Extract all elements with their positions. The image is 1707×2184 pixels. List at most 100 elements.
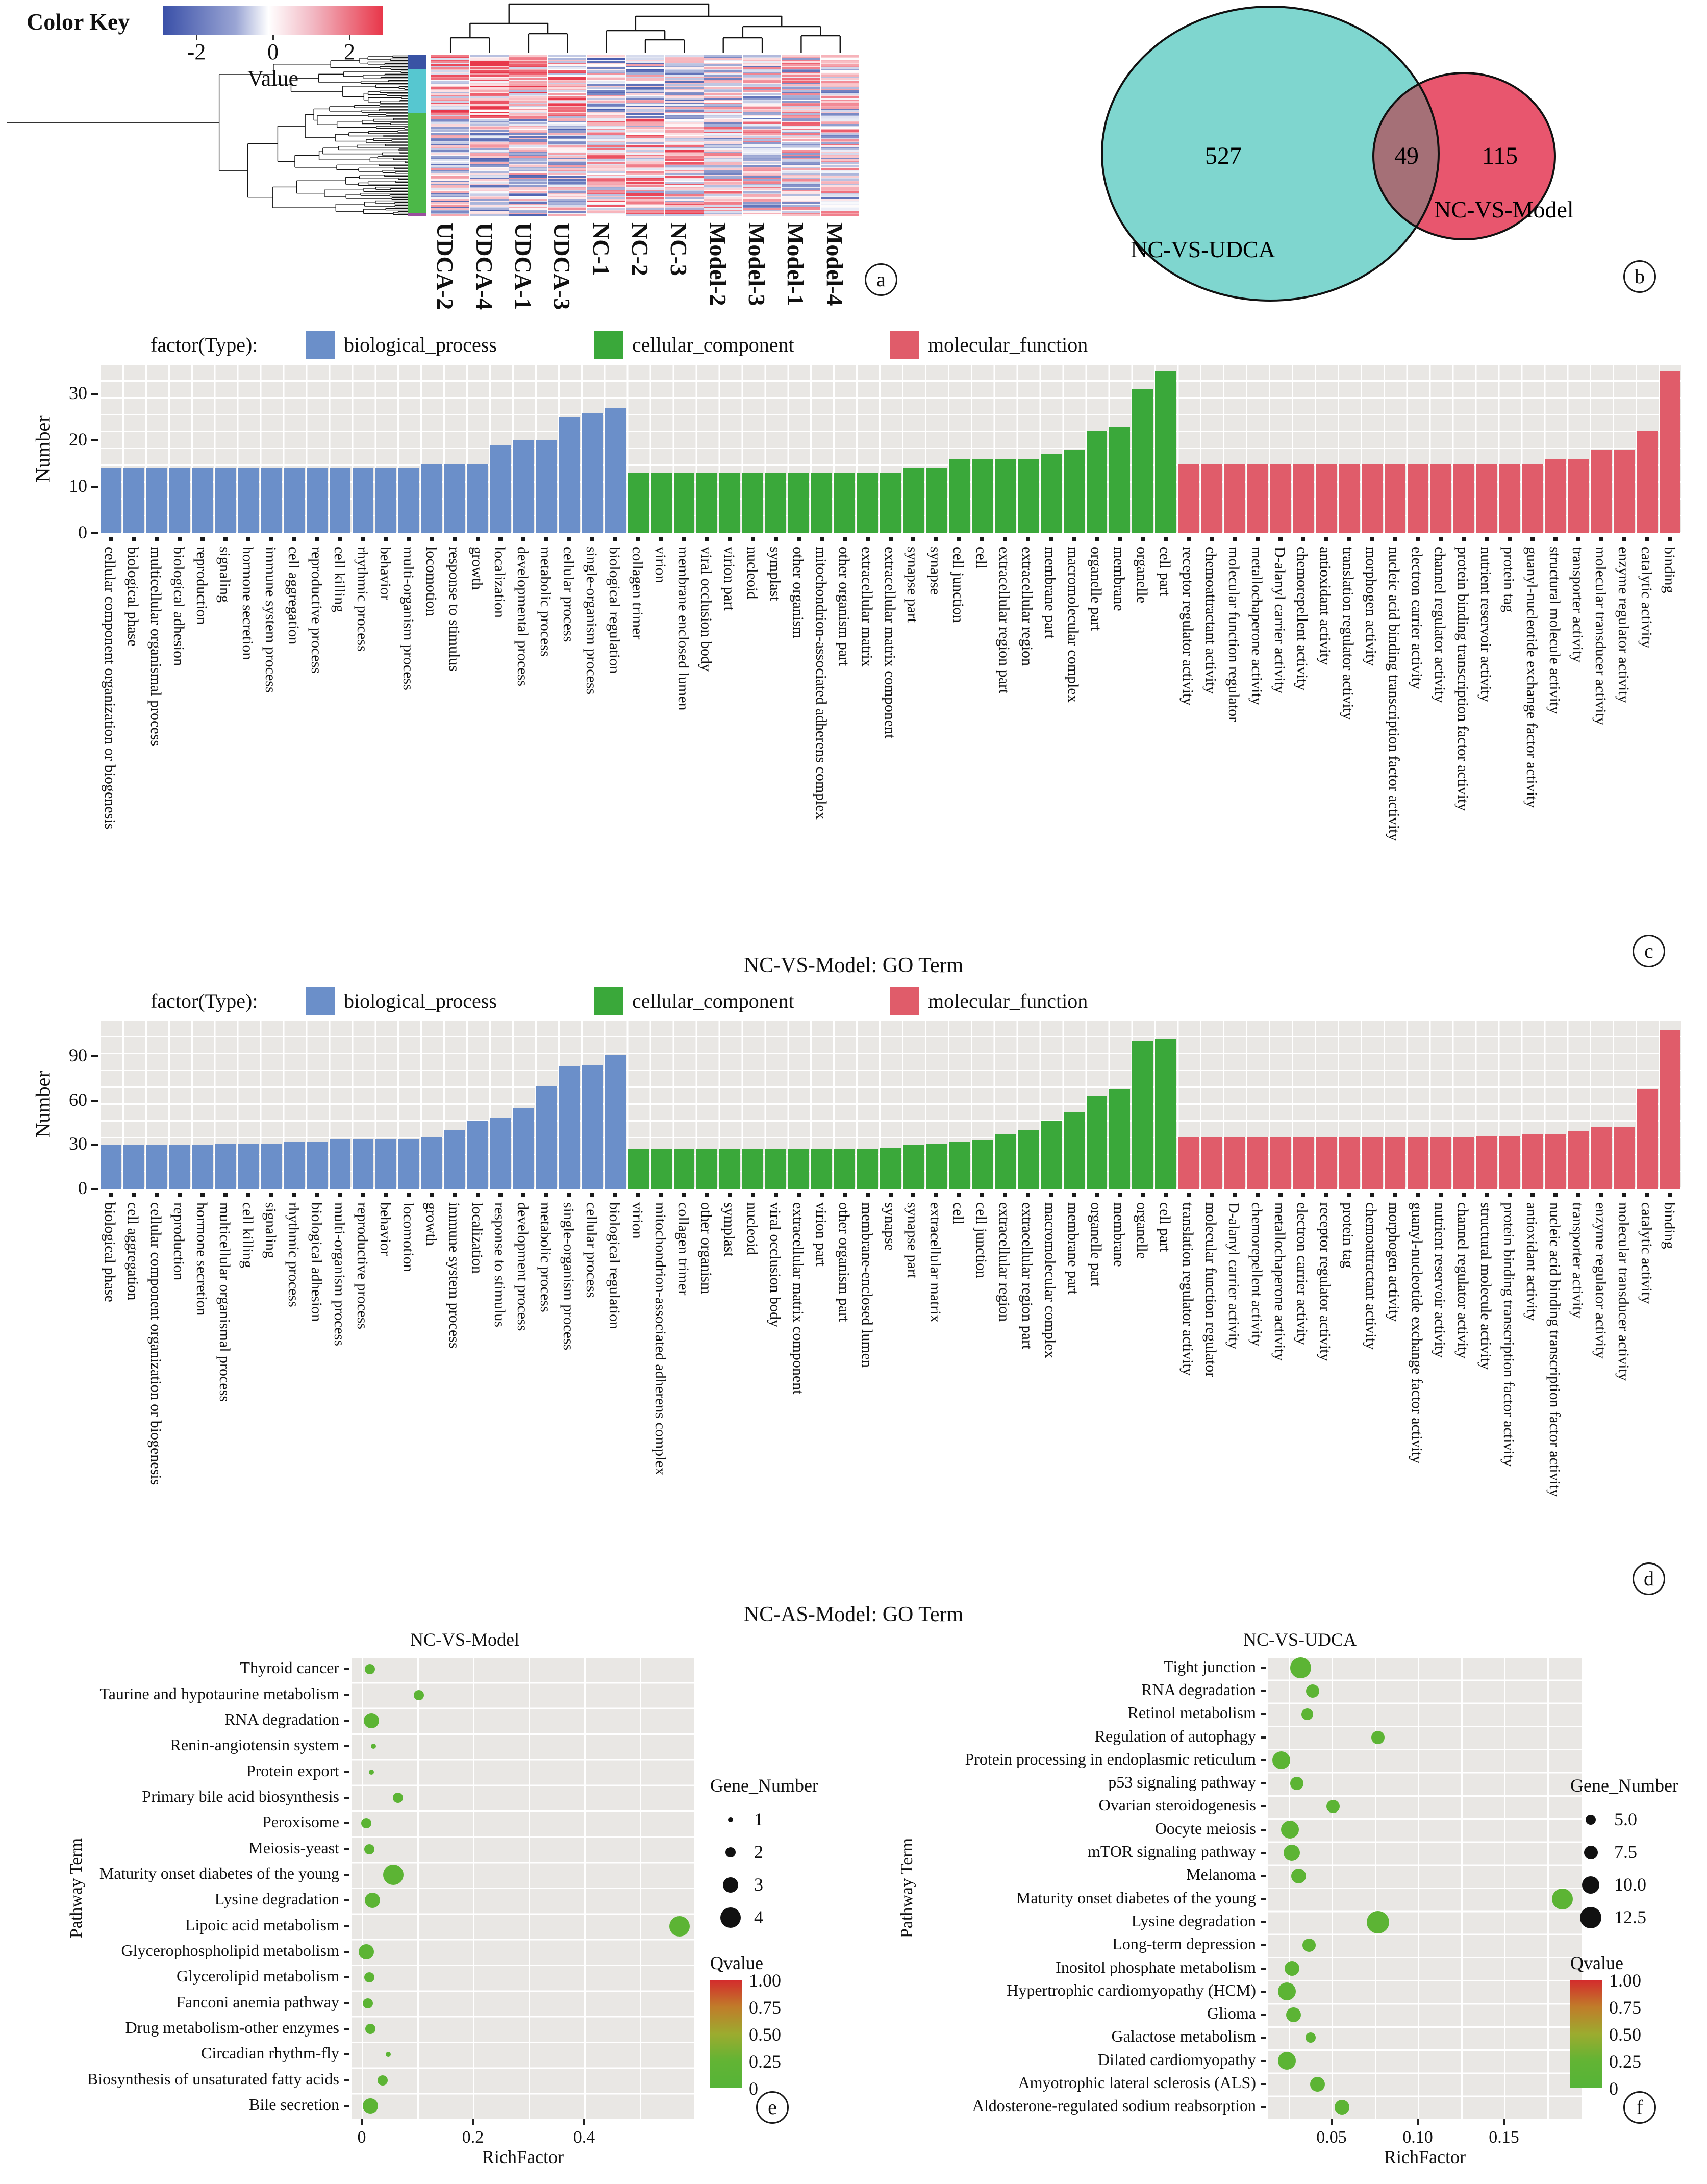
heatmap-cell: [431, 204, 470, 205]
heatmap-cell: [470, 84, 509, 86]
legend-size-dot: [720, 1907, 741, 1928]
x-axis-label: biological adhesion: [308, 1202, 325, 1322]
heatmap-cell: [509, 95, 548, 96]
heatmap-cell: [704, 139, 742, 141]
heatmap-cell: [820, 63, 859, 64]
x-axis-label: synapse part: [904, 1202, 921, 1279]
heatmap-cell: [782, 213, 820, 214]
x-axis-label: viral occlusion body: [766, 1202, 784, 1327]
heatmap-cell: [509, 199, 548, 201]
heatmap-cell: [548, 84, 587, 86]
heatmap-cell: [470, 191, 509, 193]
go-bar: [1292, 1137, 1314, 1189]
heatmap-cell: [548, 90, 587, 92]
heatmap-cell: [431, 205, 470, 207]
heatmap-cell: [548, 63, 587, 64]
x-tick-mark: [842, 537, 847, 541]
x-axis-label: biological phase: [124, 547, 142, 647]
heatmap-cell: [704, 199, 742, 201]
gene-dot: [1290, 1777, 1304, 1791]
x-tick-mark: [888, 537, 893, 541]
heatmap-cell: [820, 89, 859, 90]
pathway-term-label: Galactose metabolism: [1111, 2027, 1256, 2046]
heatmap-cell: [509, 121, 548, 122]
heatmap-cell: [548, 213, 587, 214]
go-bar: [811, 1149, 833, 1189]
heatmap-cell: [704, 201, 742, 202]
heatmap-cell: [548, 55, 587, 57]
heatmap-cell: [587, 58, 625, 60]
x-tick-mark: [1503, 2119, 1505, 2125]
heatmap-cell: [625, 60, 665, 61]
heatmap-cell: [470, 201, 509, 202]
x-tick-mark: [750, 1193, 755, 1197]
go-bar: [1201, 1137, 1222, 1189]
heatmap-cell: [704, 178, 742, 179]
heatmap-cell: [742, 109, 782, 110]
heatmap-cell: [742, 145, 782, 147]
heatmap-cell: [509, 142, 548, 144]
heatmap-cell: [587, 194, 625, 196]
heatmap-cell: [587, 95, 625, 96]
heatmap-cell: [625, 103, 665, 104]
heatmap-cell: [820, 207, 859, 208]
heatmap-cell: [665, 171, 704, 173]
heatmap-cell: [470, 113, 509, 115]
heatmap-cell: [587, 138, 625, 139]
heatmap-cell: [470, 133, 509, 135]
x-axis-label: growth: [422, 1202, 440, 1246]
heatmap-cell: [431, 81, 470, 83]
x-tick-mark: [338, 537, 342, 541]
heatmap-cell: [509, 144, 548, 145]
x-tick-mark: [1163, 1193, 1168, 1197]
grid-line: [1332, 1656, 1333, 2119]
qvalue-gradient: [1570, 1980, 1602, 2088]
heatmap-cell: [470, 80, 509, 81]
heatmap-cell: [665, 142, 704, 144]
x-axis-label: chemoattractant activity: [1202, 547, 1219, 694]
heatmap-cell: [431, 119, 470, 121]
heatmap-cell: [820, 139, 859, 141]
x-axis-label: cell aggregation: [285, 547, 302, 645]
heatmap-cell: [742, 78, 782, 80]
y-tick-label: 30: [69, 1133, 87, 1154]
heatmap-cell: [470, 119, 509, 121]
heatmap-cell: [704, 152, 742, 153]
heatmap-cell: [509, 178, 548, 179]
heatmap-cell: [782, 86, 820, 87]
heatmap-cell: [587, 115, 625, 116]
x-axis-label: antioxidant activity: [1523, 1202, 1540, 1321]
heatmap-cell: [742, 171, 782, 173]
heatmap-cell: [587, 207, 625, 208]
heatmap-cell: [742, 150, 782, 152]
x-tick-mark: [1301, 537, 1306, 541]
x-tick-mark: [1393, 1193, 1397, 1197]
heatmap-cell: [431, 173, 470, 175]
dot-plot-area: [1268, 1656, 1582, 2119]
heatmap-cell: [548, 73, 587, 75]
heatmap-cell: [625, 78, 665, 80]
heatmap-cell: [782, 158, 820, 159]
heatmap-cell: [782, 67, 820, 69]
heatmap-cell: [431, 159, 470, 161]
heatmap-cell: [665, 204, 704, 205]
heatmap-cell: [431, 165, 470, 167]
heatmap-cell: [509, 63, 548, 64]
pathway-term-label: mTOR signaling pathway: [1087, 1842, 1256, 1861]
heatmap-cell: [820, 144, 859, 145]
heatmap-cell: [820, 124, 859, 126]
x-axis-label: collagen trimer: [675, 1202, 692, 1296]
go-bar: [948, 459, 970, 533]
y-tick-mark: [91, 1144, 98, 1146]
x-tick-mark: [727, 537, 732, 541]
legend-size-title: Gene_Number: [1570, 1775, 1678, 1796]
heatmap-cell: [431, 124, 470, 126]
x-axis-label: nucleoid: [743, 547, 761, 600]
heatmap-cell: [742, 72, 782, 73]
go-bar: [788, 473, 810, 533]
x-axis-label: multicellular organismal process: [216, 1202, 234, 1402]
heatmap-cell: [742, 113, 782, 115]
heatmap-cell: [548, 148, 587, 150]
heatmap-cell: [470, 176, 509, 178]
heatmap-cell: [704, 156, 742, 158]
